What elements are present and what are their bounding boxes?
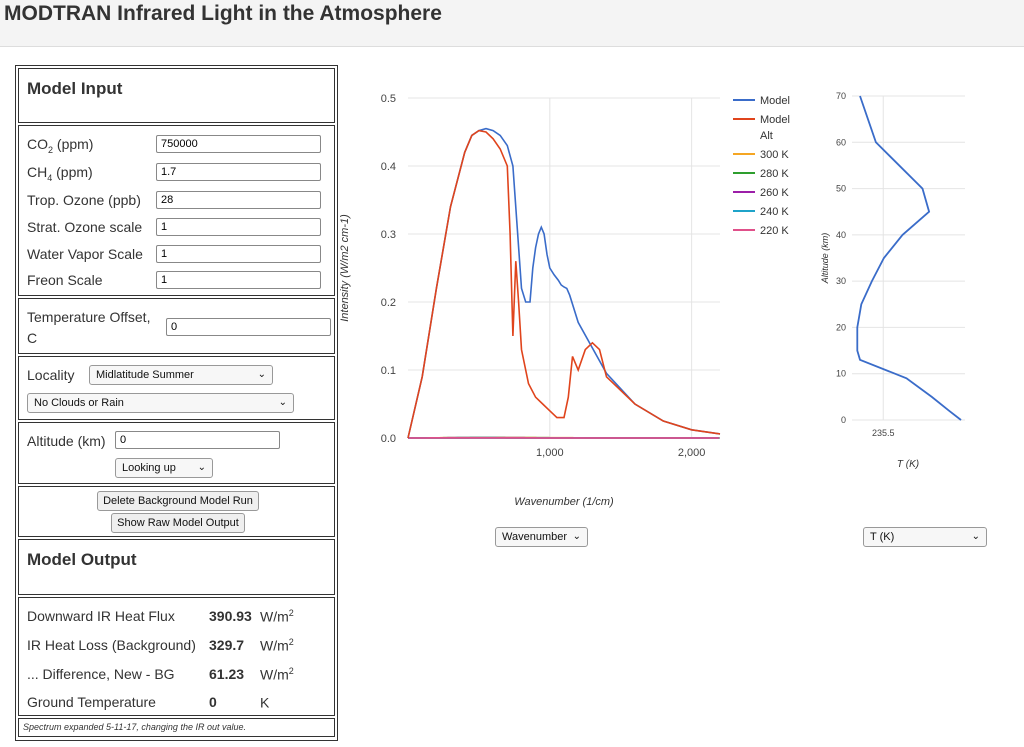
ground-temp-label: Ground Temperature [27,694,156,710]
model-input-heading: Model Input [27,79,123,98]
chevron-down-icon: ⌄ [278,397,287,408]
y-tick-label: 10 [836,369,846,379]
temperature-profile-line [856,95,962,421]
y-tick-label: 70 [836,91,846,101]
y-tick-label: 40 [836,230,846,240]
legend-item-label: 240 K [760,206,789,218]
model-series-line [407,127,721,439]
ground-temp-value: 0 [209,694,217,710]
legend-item-label: 280 K [760,168,789,180]
spectrum-chart: 0.0 0.1 0.2 0.3 0.4 0.5 1,000 2,000 Wavenumber (… [339,93,790,508]
chevron-down-icon: ⌄ [257,369,266,380]
y-tick-label: 0.0 [381,433,396,445]
y-tick-label: 50 [836,184,846,194]
gas-inputs-box: CO2 (ppm) CH4 (ppm) Trop. Ozone (ppb) St… [18,125,335,296]
trop-ozone-label: Trop. Ozone (ppb) [27,192,141,208]
ch4-input[interactable] [156,163,321,181]
legend-item-label: 220 K [760,225,789,237]
water-vapor-input[interactable] [156,245,321,263]
profile-chart: 0 10 20 30 40 50 60 70 235.5 T (K) Altitude (km) [820,91,965,470]
temp-offset-label-line1: Temperature Offset, [27,309,151,325]
co2-label: CO2 (ppm) [27,136,94,155]
strat-ozone-input[interactable] [156,218,321,236]
y-tick-label: 0.2 [381,297,396,309]
model-series-line [407,129,721,439]
legend-item-label: 260 K [760,187,789,199]
chevron-down-icon: ⌄ [197,462,206,473]
model-input-header-box: Model Input [18,68,335,123]
show-raw-output-button[interactable]: Show Raw Model Output [111,513,245,533]
model-output-header-box: Model Output [18,539,335,595]
locality-label: Locality [27,367,75,383]
difference-label: ... Difference, New - BG [27,666,175,682]
water-vapor-label: Water Vapor Scale [27,246,143,262]
y-tick-label: 0 [841,415,846,425]
control-panel: Model Input CO2 (ppm) CH4 (ppm) Trop. Oz… [15,65,338,741]
y-tick-label: 30 [836,276,846,286]
heat-loss-value: 329.7 [209,637,245,653]
y-tick-label: 0.4 [381,161,396,173]
y-tick-label: 0.3 [381,229,396,241]
trop-ozone-input[interactable] [156,191,321,209]
model-output-box: Downward IR Heat Flux 390.93 W/m2 IR Hea… [18,597,335,716]
chevron-down-icon: ⌄ [971,531,980,542]
locality-select[interactable]: Midlatitude Summer ⌄ [89,365,273,385]
co2-input[interactable] [156,135,321,153]
y-tick-label: 0.5 [381,93,396,105]
chevron-down-icon: ⌄ [572,531,581,542]
downward-flux-value: 390.93 [209,608,252,624]
model-output-heading: Model Output [27,550,137,569]
delete-background-button[interactable]: Delete Background Model Run [97,491,259,511]
x-tick-label: 2,000 [678,447,706,459]
page-title: MODTRAN Infrared Light in the Atmosphere [4,2,442,25]
y-axis-label: Altitude (km) [820,233,830,285]
buttons-box: Delete Background Model Run Show Raw Mod… [18,486,335,537]
profile-axis-select[interactable]: T (K) ⌄ [863,527,987,547]
ch4-label: CH4 (ppm) [27,164,93,183]
heat-loss-unit: W/m2 [260,637,294,654]
x-axis-label: Wavenumber (1/cm) [514,496,614,508]
spectrum-note: Spectrum expanded 5-11-17, changing the … [23,722,246,732]
altitude-label: Altitude (km) [27,433,106,449]
heat-loss-label: IR Heat Loss (Background) [27,637,196,653]
locality-box: Locality Midlatitude Summer ⌄ No Clouds o… [18,356,335,420]
difference-value: 61.23 [209,666,245,682]
legend-item-label: Model [760,114,790,126]
x-tick-label: 1,000 [536,447,564,459]
downward-flux-label: Downward IR Heat Flux [27,608,175,624]
difference-unit: W/m2 [260,666,294,683]
y-tick-label: 20 [836,322,846,332]
legend-item-label: Model [760,95,790,107]
looking-select[interactable]: Looking up ⌄ [115,458,213,478]
temp-offset-label-line2: C [27,330,38,346]
x-axis-label: T (K) [897,459,919,470]
x-tick-label: 235.5 [872,428,895,438]
temp-offset-input[interactable] [166,318,331,336]
note-box: Spectrum expanded 5-11-17, changing the … [18,718,335,737]
app-header: MODTRAN Infrared Light in the Atmosphere [0,0,1024,47]
altitude-box: Altitude (km) Looking up⌄ [18,422,335,484]
altitude-input[interactable] [115,431,280,449]
temp-offset-box: Temperature Offset, C [18,298,335,354]
spectrum-axis-select[interactable]: Wavenumber ⌄ [495,527,588,547]
legend-item-label: 300 K [760,149,789,161]
clouds-select[interactable]: No Clouds or Rain ⌄ [27,393,294,413]
strat-ozone-label: Strat. Ozone scale [27,219,143,235]
y-tick-label: 60 [836,137,846,147]
freon-label: Freon Scale [27,272,103,288]
downward-flux-unit: W/m2 [260,608,294,625]
legend-item-label: Alt [760,130,773,142]
y-axis-label: Intensity (W/m2 cm-1) [339,214,351,322]
ground-temp-unit: K [260,694,270,711]
freon-input[interactable] [156,271,321,289]
y-tick-label: 0.1 [381,365,396,377]
